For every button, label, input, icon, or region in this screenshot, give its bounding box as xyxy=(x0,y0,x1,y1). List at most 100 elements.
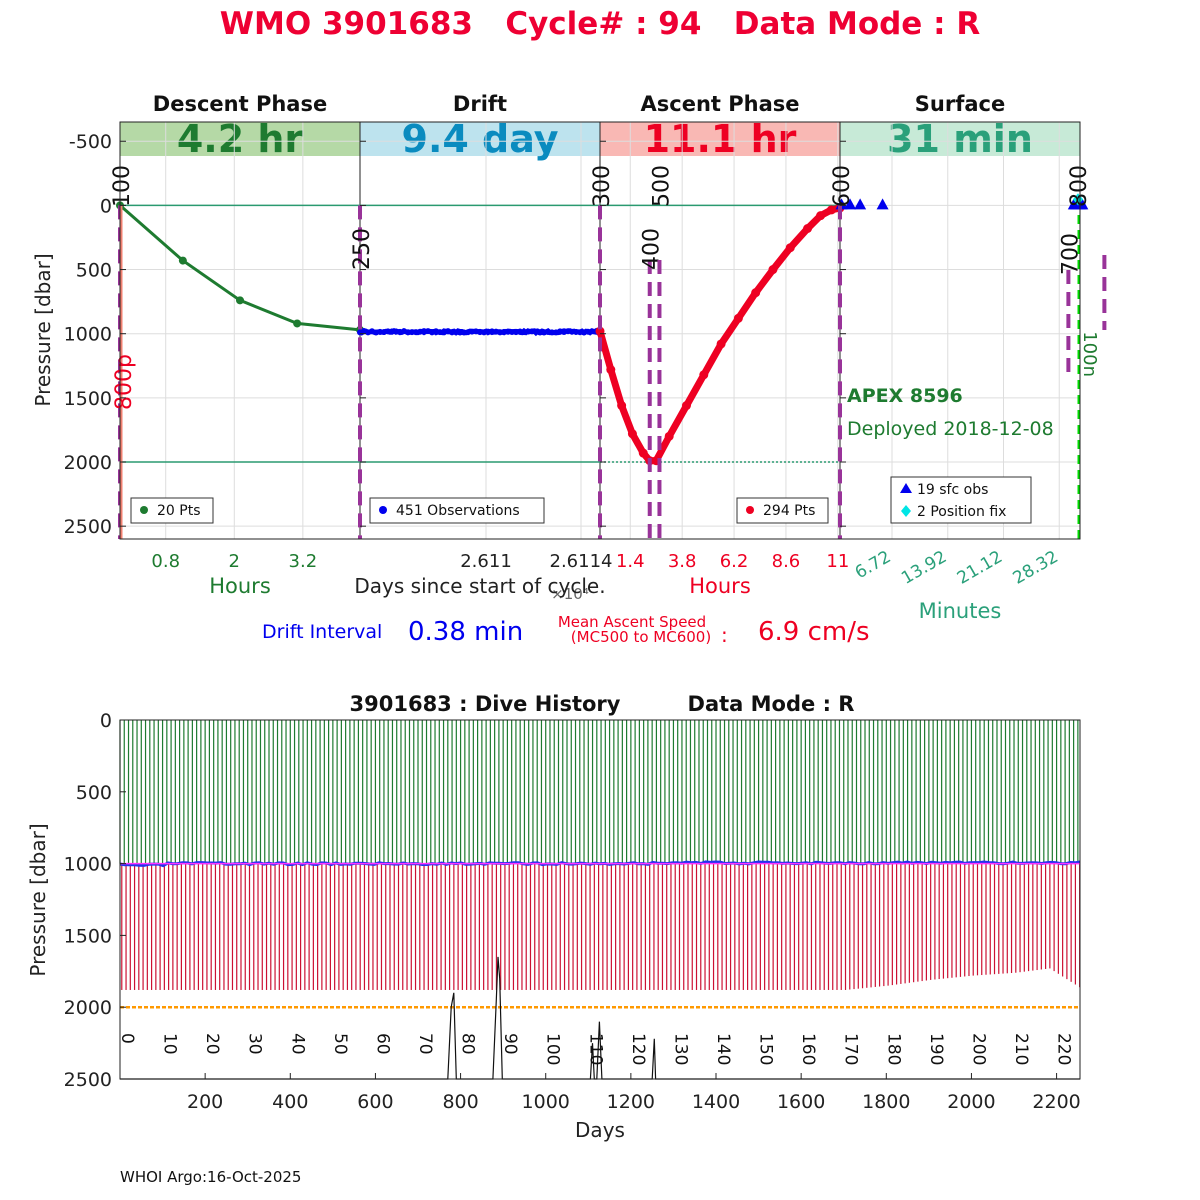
bot-x-tick-label: 1200 xyxy=(607,1091,655,1113)
surface-obs-marker xyxy=(854,198,867,210)
x-tick-label: 8.6 xyxy=(772,551,801,572)
x-axis-label-surface: Minutes xyxy=(919,599,1002,623)
cycle-number-label: 80 xyxy=(458,1033,478,1055)
side-label-100n: 100n xyxy=(1079,331,1100,377)
cycle-number-label: 210 xyxy=(1011,1033,1031,1065)
bot-y-tick-label: 2500 xyxy=(64,1069,112,1091)
cycle-number-label: 70 xyxy=(415,1033,435,1055)
descent-point xyxy=(178,256,187,265)
bot-x-tick-label: 200 xyxy=(187,1091,223,1113)
bot-x-tick-label: 1600 xyxy=(777,1091,825,1113)
cycle-number-label: 120 xyxy=(628,1033,648,1065)
x-tick-label: 3.8 xyxy=(668,551,697,572)
ascent-point xyxy=(606,365,616,375)
surface-obs-marker xyxy=(876,198,889,210)
x-axis-label-ascent: Hours xyxy=(689,574,751,598)
side-label-800p: 800p xyxy=(112,354,137,410)
marker-label: 300 xyxy=(590,165,615,207)
ascent-point xyxy=(638,448,648,458)
marker-label: 600 xyxy=(830,165,855,207)
drift-interval-value: 0.38 min xyxy=(408,617,523,647)
phase-name-3: Surface xyxy=(915,92,1005,116)
x-tick-label: 1.4 xyxy=(616,551,645,572)
ascent-speed-label-1: Mean Ascent Speed xyxy=(558,613,706,631)
bot-x-tick-label: 1800 xyxy=(862,1091,910,1113)
cycle-number-label: 130 xyxy=(670,1033,690,1065)
x-tick-label: 6.2 xyxy=(720,551,749,572)
y-tick-label: 500 xyxy=(76,260,112,282)
phase-band-0 xyxy=(120,122,360,156)
ascent-speed-value: 6.9 cm/s xyxy=(758,617,870,647)
bot-x-tick-label: 1400 xyxy=(692,1091,740,1113)
y-tick-label: 2500 xyxy=(64,516,112,538)
y-tick-label: 0 xyxy=(100,195,112,217)
x-exponent: ×10⁴ xyxy=(551,585,589,603)
phase-name-0: Descent Phase xyxy=(153,92,327,116)
cycle-number-label: 180 xyxy=(883,1033,903,1065)
y-tick-label: -500 xyxy=(69,131,112,153)
cycle-number-label: 110 xyxy=(585,1033,605,1065)
x-tick-label: 3.2 xyxy=(289,551,318,572)
bot-x-tick-label: 2000 xyxy=(947,1091,995,1113)
cycle-number-label: 20 xyxy=(202,1033,222,1055)
phase-band-3 xyxy=(840,122,1080,156)
x-tick-label: 0.8 xyxy=(151,551,180,572)
ascent-point xyxy=(664,431,674,441)
bot-x-tick-label: 400 xyxy=(272,1091,308,1113)
phase-duration-1: 9.4 day xyxy=(402,117,559,161)
cycle-number-label: 90 xyxy=(500,1033,520,1055)
surface-legend: 19 sfc obs 2 Position fix xyxy=(890,476,1032,524)
ascent-point xyxy=(826,205,836,215)
y-tick-label: 1000 xyxy=(64,324,112,346)
bot-y-tick-label: 1000 xyxy=(64,854,112,876)
ascent-point xyxy=(627,429,637,439)
ascent-legend: 294 Pts xyxy=(736,497,829,524)
marker-label: 250 xyxy=(350,228,375,270)
ascent-point xyxy=(816,211,826,221)
cycle-number-label: 50 xyxy=(330,1033,350,1055)
descent-legend-label: 20 Pts xyxy=(157,503,201,519)
phase-name-2: Ascent Phase xyxy=(641,92,800,116)
surface-legend-sfc: 19 sfc obs xyxy=(917,482,988,498)
cycle-number-label: 40 xyxy=(287,1033,307,1055)
cycle-number-label: 150 xyxy=(756,1033,776,1065)
x-tick-label: 11 xyxy=(826,551,849,572)
phase-band-1 xyxy=(360,122,600,156)
bot-y-tick-label: 1500 xyxy=(64,925,112,947)
surface-legend-fix: 2 Position fix xyxy=(917,504,1006,520)
bot-x-tick-label: 800 xyxy=(442,1091,478,1113)
marker-label: 500 xyxy=(649,165,674,207)
drift-legend-label: 451 Observations xyxy=(396,503,520,519)
cycle-number-label: 190 xyxy=(926,1033,946,1065)
ascent-speed-colon: : xyxy=(721,623,728,647)
ascent-point xyxy=(803,223,813,233)
page-title: WMO 3901683 Cycle# : 94 Data Mode : R xyxy=(220,6,981,42)
cycle-number-label: 30 xyxy=(245,1033,265,1055)
y-tick-label: 1500 xyxy=(64,388,112,410)
ascent-point xyxy=(617,401,627,411)
ascent-point xyxy=(785,243,795,253)
phase-duration-3: 31 min xyxy=(887,117,1033,161)
ascent-point xyxy=(716,339,726,349)
bot-x-axis-label: Days xyxy=(575,1118,625,1142)
dive-history-frame xyxy=(119,719,1081,1080)
bot-x-tick-label: 1000 xyxy=(522,1091,570,1113)
ascent-point xyxy=(751,288,761,298)
ascent-point xyxy=(733,313,743,323)
float-model: APEX 8596 xyxy=(847,385,963,407)
dive-history-title: 3901683 : Dive History xyxy=(350,692,621,716)
phase-band-2 xyxy=(600,122,840,156)
y-axis-label: Pressure [dbar] xyxy=(31,253,55,406)
descent-point xyxy=(236,296,244,305)
y-tick-label: 2000 xyxy=(64,452,112,474)
bot-x-tick-label: 2200 xyxy=(1032,1091,1080,1113)
x-tick-label: 2 xyxy=(229,551,240,572)
cycle-number-label: 160 xyxy=(798,1033,818,1065)
descent-point xyxy=(293,319,302,328)
x-axis-label-drift: Days since start of cycle. xyxy=(354,574,605,598)
surface-obs-marker xyxy=(1076,198,1089,210)
marker-label: 100 xyxy=(110,165,135,207)
cycle-number-label: 170 xyxy=(841,1033,861,1065)
cycle-number-label: 200 xyxy=(968,1033,988,1065)
